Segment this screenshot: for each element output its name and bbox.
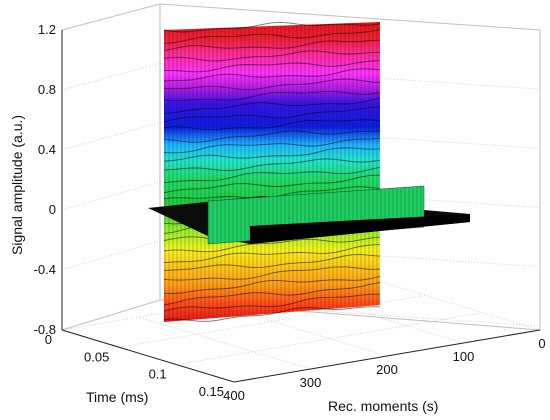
contour-line bbox=[163, 293, 380, 312]
contour-line bbox=[163, 266, 381, 281]
x-gridline bbox=[176, 312, 483, 366]
z-gridline bbox=[61, 240, 541, 271]
contour-line bbox=[163, 137, 381, 154]
contour-line bbox=[163, 106, 381, 123]
y-tick-label: 300 bbox=[300, 375, 322, 390]
z-tick-label: 0 bbox=[49, 202, 56, 217]
contour-line bbox=[163, 130, 381, 143]
z-gridline bbox=[61, 3, 541, 31]
contour-line bbox=[163, 158, 381, 172]
z-gridline bbox=[61, 299, 541, 331]
contour-line bbox=[163, 236, 381, 253]
z-gridline bbox=[61, 121, 541, 151]
y-tick-labels: 400 300 200 100 0 bbox=[223, 336, 545, 403]
y-tick-label: 100 bbox=[453, 349, 475, 364]
contour-line bbox=[163, 281, 381, 306]
y-axis-label: Rec. moments (s) bbox=[328, 398, 438, 414]
z-gridline bbox=[61, 62, 541, 91]
contour-line bbox=[163, 306, 380, 322]
z-tick-label: -0.4 bbox=[34, 262, 56, 277]
contour-line bbox=[163, 119, 381, 131]
contour-line bbox=[163, 254, 381, 272]
contour-line bbox=[163, 91, 381, 102]
horizontal-slice bbox=[148, 185, 470, 245]
contour-line bbox=[163, 174, 381, 194]
contour-line bbox=[163, 21, 381, 33]
x-tick-labels: 0 0.05 0.1 0.15 bbox=[45, 332, 224, 399]
contour-line bbox=[163, 39, 381, 52]
contour-line bbox=[163, 68, 381, 82]
y-tick-label: 200 bbox=[376, 362, 398, 377]
contour-line bbox=[163, 166, 381, 184]
contour-line bbox=[163, 50, 381, 62]
contour-line bbox=[163, 147, 381, 162]
x-tick-label: 0.15 bbox=[199, 384, 224, 399]
contour-line bbox=[163, 97, 381, 115]
surface-contours bbox=[163, 21, 381, 322]
contour-line bbox=[163, 60, 381, 73]
z-gridline bbox=[61, 181, 541, 211]
slice-front-edge bbox=[250, 214, 470, 244]
contour-line bbox=[163, 244, 381, 264]
z-tick-label: 0.4 bbox=[38, 142, 56, 157]
z-tick-labels: 1.2 0.8 0.4 0 -0.4 -0.8 bbox=[34, 22, 56, 337]
contour-line bbox=[163, 78, 381, 91]
z-tick-label: 1.2 bbox=[38, 22, 56, 37]
x-tick-label: 0.1 bbox=[149, 367, 167, 382]
surface-mesh bbox=[164, 22, 380, 322]
x-tick-label: 0 bbox=[45, 332, 52, 347]
contour-line bbox=[163, 275, 381, 294]
contour-line bbox=[163, 29, 381, 44]
y-tick-label: 400 bbox=[223, 388, 245, 403]
z-tick-label: -0.8 bbox=[34, 322, 56, 337]
x-axis-label: Time (ms) bbox=[86, 389, 148, 405]
surface bbox=[163, 21, 381, 322]
x-tick-label: 0.05 bbox=[84, 349, 109, 364]
z-axis-label: Signal amplitude (a.u.) bbox=[9, 115, 25, 255]
y-tick-label: 0 bbox=[538, 336, 545, 351]
axis-frame bbox=[61, 30, 541, 383]
z-tick-label: 0.8 bbox=[38, 82, 56, 97]
